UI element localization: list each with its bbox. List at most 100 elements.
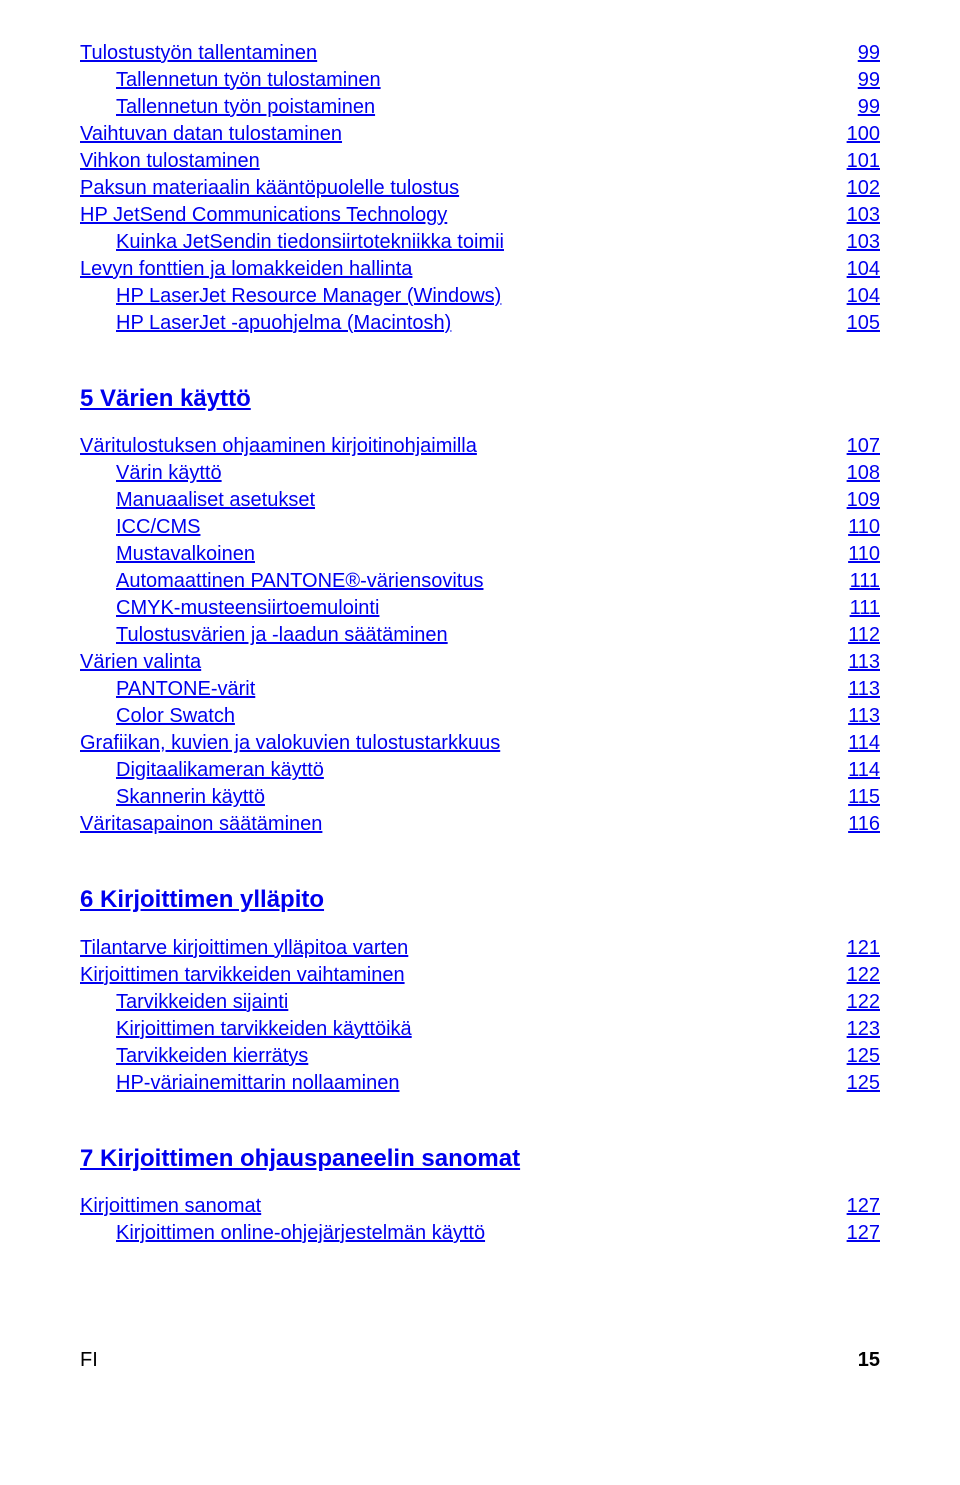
- toc-entry: Tallennetun työn poistaminen 99: [80, 94, 880, 121]
- toc-entry: Kuinka JetSendin tiedonsiirtotekniikka t…: [80, 229, 880, 256]
- toc-entry-page[interactable]: 127: [835, 1193, 880, 1220]
- toc-entry-page[interactable]: 109: [835, 487, 880, 514]
- toc-entry: Vihkon tulostaminen 101: [80, 148, 880, 175]
- toc-entry-label[interactable]: Värien valinta: [80, 649, 201, 676]
- toc-entry-label[interactable]: Kirjoittimen tarvikkeiden vaihtaminen: [80, 962, 405, 989]
- toc-entry-label[interactable]: Kirjoittimen sanomat: [80, 1193, 261, 1220]
- toc-entry-page[interactable]: 103: [835, 202, 880, 229]
- toc-entry: Väritasapainon säätäminen 116: [80, 811, 880, 838]
- toc-entry-page[interactable]: 122: [835, 962, 880, 989]
- toc-entry-label[interactable]: Levyn fonttien ja lomakkeiden hallinta: [80, 256, 412, 283]
- toc-entry-page[interactable]: 105: [835, 310, 880, 337]
- toc-entry-page[interactable]: 125: [835, 1043, 880, 1070]
- toc-entry: Color Swatch 113: [80, 703, 880, 730]
- toc-entry-label[interactable]: Digitaalikameran käyttö: [116, 757, 324, 784]
- toc-entry: HP LaserJet Resource Manager (Windows) 1…: [80, 283, 880, 310]
- toc-entry-label[interactable]: HP LaserJet -apuohjelma (Macintosh): [116, 310, 451, 337]
- section-heading[interactable]: 5 Värien käyttö: [80, 383, 880, 415]
- section-heading[interactable]: 7 Kirjoittimen ohjauspaneelin sanomat: [80, 1143, 880, 1175]
- toc-entry: Väritulostuksen ohjaaminen kirjoitinohja…: [80, 433, 880, 460]
- toc-entry-label[interactable]: Vihkon tulostaminen: [80, 148, 260, 175]
- toc-entry-label[interactable]: Värin käyttö: [116, 460, 222, 487]
- toc-entry: HP JetSend Communications Technology 103: [80, 202, 880, 229]
- toc-entry-page[interactable]: 99: [846, 67, 880, 94]
- toc-entry-page[interactable]: 101: [835, 148, 880, 175]
- toc-entry: Skannerin käyttö 115: [80, 784, 880, 811]
- toc-entry-page[interactable]: 113: [836, 649, 880, 676]
- toc-entry-page[interactable]: 99: [846, 94, 880, 121]
- toc-entry-page[interactable]: 111: [838, 568, 880, 595]
- toc-page: Tulostustyön tallentaminen 99Tallennetun…: [80, 40, 880, 1247]
- toc-entry-label[interactable]: HP LaserJet Resource Manager (Windows): [116, 283, 501, 310]
- toc-entry-label[interactable]: Vaihtuvan datan tulostaminen: [80, 121, 342, 148]
- toc-entry-label[interactable]: Kirjoittimen tarvikkeiden käyttöikä: [116, 1016, 412, 1043]
- toc-entry-label[interactable]: Grafiikan, kuvien ja valokuvien tulostus…: [80, 730, 500, 757]
- toc-entry-label[interactable]: Tarvikkeiden sijainti: [116, 989, 288, 1016]
- toc-entry-label[interactable]: Väritulostuksen ohjaaminen kirjoitinohja…: [80, 433, 477, 460]
- toc-entry-label[interactable]: Tilantarve kirjoittimen ylläpitoa varten: [80, 935, 408, 962]
- toc-entry-label[interactable]: Automaattinen PANTONE®-väriensovitus: [116, 568, 483, 595]
- toc-entry: Kirjoittimen tarvikkeiden käyttöikä 123: [80, 1016, 880, 1043]
- toc-entry-label[interactable]: Tallennetun työn tulostaminen: [116, 67, 381, 94]
- toc-entry: Mustavalkoinen 110: [80, 541, 880, 568]
- toc-entry-page[interactable]: 108: [835, 460, 880, 487]
- toc-entry: Tulostusvärien ja -laadun säätäminen 112: [80, 622, 880, 649]
- toc-entry: Tarvikkeiden sijainti 122: [80, 989, 880, 1016]
- toc-entry: Tulostustyön tallentaminen 99: [80, 40, 880, 67]
- toc-entry-label[interactable]: Paksun materiaalin kääntöpuolelle tulost…: [80, 175, 459, 202]
- toc-entry-page[interactable]: 113: [836, 676, 880, 703]
- toc-entry-label[interactable]: Kuinka JetSendin tiedonsiirtotekniikka t…: [116, 229, 504, 256]
- toc-entry-page[interactable]: 112: [836, 622, 880, 649]
- toc-entry-page[interactable]: 114: [836, 730, 880, 757]
- toc-entry-label[interactable]: Skannerin käyttö: [116, 784, 265, 811]
- footer-left: FI: [80, 1347, 98, 1374]
- toc-entry-label[interactable]: PANTONE-värit: [116, 676, 255, 703]
- toc-entry-page[interactable]: 99: [846, 40, 880, 67]
- toc-entry-label[interactable]: Tallennetun työn poistaminen: [116, 94, 375, 121]
- toc-entry-page[interactable]: 127: [835, 1220, 880, 1247]
- toc-entry: Kirjoittimen sanomat 127: [80, 1193, 880, 1220]
- toc-entry: Manuaaliset asetukset 109: [80, 487, 880, 514]
- toc-entry-label[interactable]: Tulostustyön tallentaminen: [80, 40, 317, 67]
- toc-entry: HP LaserJet -apuohjelma (Macintosh) 105: [80, 310, 880, 337]
- toc-entry: Automaattinen PANTONE®-väriensovitus 111: [80, 568, 880, 595]
- toc-entry: Kirjoittimen tarvikkeiden vaihtaminen 12…: [80, 962, 880, 989]
- toc-entry: Värin käyttö 108: [80, 460, 880, 487]
- toc-entry-page[interactable]: 121: [835, 935, 880, 962]
- toc-entry-page[interactable]: 125: [835, 1070, 880, 1097]
- toc-entry-page[interactable]: 104: [835, 283, 880, 310]
- toc-entry-page[interactable]: 123: [835, 1016, 880, 1043]
- page-footer: FI 15: [80, 1347, 880, 1374]
- toc-entry: HP-väriainemittarin nollaaminen 125: [80, 1070, 880, 1097]
- toc-entry-label[interactable]: Manuaaliset asetukset: [116, 487, 315, 514]
- section-heading[interactable]: 6 Kirjoittimen ylläpito: [80, 884, 880, 916]
- toc-entry-page[interactable]: 111: [838, 595, 880, 622]
- toc-entry-label[interactable]: CMYK-musteensiirtoemulointi: [116, 595, 379, 622]
- toc-entry-page[interactable]: 100: [835, 121, 880, 148]
- toc-entry-page[interactable]: 122: [835, 989, 880, 1016]
- toc-entry-page[interactable]: 107: [835, 433, 880, 460]
- toc-entry-page[interactable]: 103: [835, 229, 880, 256]
- toc-entry-label[interactable]: Väritasapainon säätäminen: [80, 811, 322, 838]
- toc-entry-page[interactable]: 113: [836, 703, 880, 730]
- toc-entry-label[interactable]: Mustavalkoinen: [116, 541, 255, 568]
- toc-entry-label[interactable]: HP JetSend Communications Technology: [80, 202, 447, 229]
- toc-entry-page[interactable]: 116: [836, 811, 880, 838]
- toc-entry: Paksun materiaalin kääntöpuolelle tulost…: [80, 175, 880, 202]
- toc-entry: PANTONE-värit 113: [80, 676, 880, 703]
- toc-entry: Kirjoittimen online-ohjejärjestelmän käy…: [80, 1220, 880, 1247]
- toc-entry-label[interactable]: HP-väriainemittarin nollaaminen: [116, 1070, 399, 1097]
- toc-entry-label[interactable]: Tarvikkeiden kierrätys: [116, 1043, 308, 1070]
- toc-entry-label[interactable]: Color Swatch: [116, 703, 235, 730]
- toc-entry-page[interactable]: 115: [836, 784, 880, 811]
- toc-entry-page[interactable]: 110: [836, 514, 880, 541]
- toc-entry-page[interactable]: 110: [836, 541, 880, 568]
- toc-entry-page[interactable]: 102: [835, 175, 880, 202]
- toc-entry-page[interactable]: 114: [836, 757, 880, 784]
- toc-entry-page[interactable]: 104: [835, 256, 880, 283]
- toc-entry-label[interactable]: ICC/CMS: [116, 514, 200, 541]
- toc-entry: Digitaalikameran käyttö 114: [80, 757, 880, 784]
- toc-entry-label[interactable]: Tulostusvärien ja -laadun säätäminen: [116, 622, 448, 649]
- toc-entry: ICC/CMS 110: [80, 514, 880, 541]
- toc-entry-label[interactable]: Kirjoittimen online-ohjejärjestelmän käy…: [116, 1220, 485, 1247]
